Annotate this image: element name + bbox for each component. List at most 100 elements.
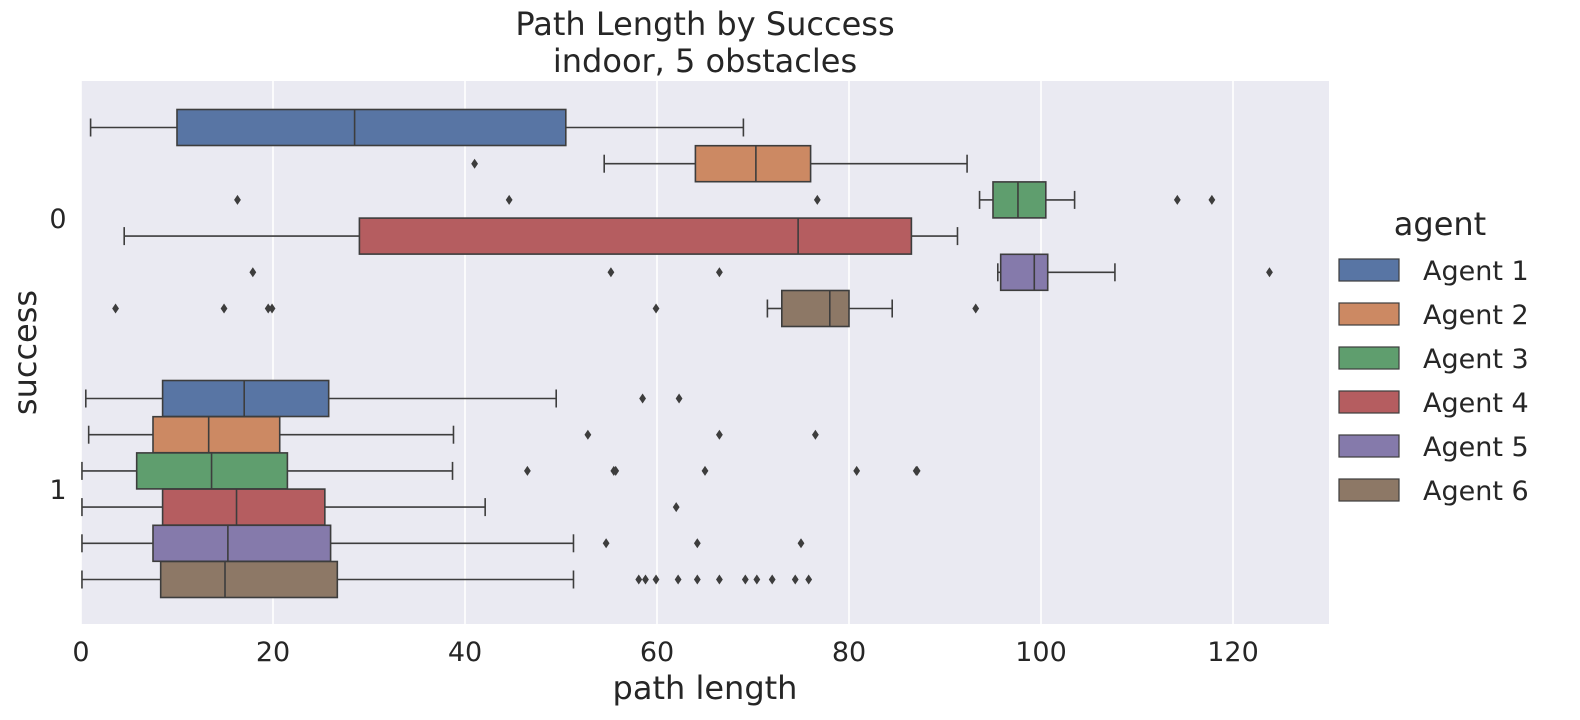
legend-item-agent-5: Agent 5 (1338, 432, 1529, 463)
outlier-point (675, 393, 683, 404)
legend: agent Agent 1 Agent 2 Agent 3 Agent 4 Agent … (1338, 205, 1529, 507)
outlier-point (768, 574, 776, 585)
box-agent-3-success-1 (81, 452, 921, 490)
legend-label: Agent 3 (1423, 344, 1529, 375)
outlier-point (791, 574, 799, 585)
box-iqr (992, 181, 1047, 219)
legend-label: Agent 4 (1423, 388, 1529, 419)
outlier-point (805, 574, 813, 585)
outlier-point (220, 303, 228, 314)
box-iqr (999, 253, 1049, 292)
outlier-point (753, 574, 761, 585)
grid-lines (80, 81, 1234, 624)
box-agent-2-success-1 (87, 415, 819, 454)
outlier-point (268, 303, 276, 314)
y-tick-label: 0 (49, 204, 66, 235)
outlier-point (249, 267, 257, 278)
box-plot-series (81, 108, 1273, 599)
box-iqr (780, 289, 850, 328)
box-agent-6-success-1 (81, 560, 813, 599)
x-axis-ticks: 0 20 40 60 80 100 120 (72, 637, 1258, 668)
y-axis-ticks: 01 (49, 204, 66, 506)
outlier-point (972, 303, 980, 314)
outlier-point (652, 303, 660, 314)
outlier-point (602, 538, 610, 549)
x-tick-label: 100 (1015, 637, 1067, 668)
box-iqr (152, 415, 281, 454)
outlier-point (607, 267, 615, 278)
legend-swatch (1338, 478, 1400, 502)
outlier-point (612, 465, 620, 476)
outlier-point (524, 465, 531, 476)
legend-title: agent (1394, 205, 1486, 243)
y-axis-label: success (6, 290, 44, 415)
box-iqr (176, 108, 567, 147)
outlier-point (853, 465, 861, 476)
x-tick-label: 20 (256, 637, 290, 668)
legend-item-agent-2: Agent 2 (1338, 300, 1529, 331)
outlier-point (741, 574, 749, 585)
box-iqr (161, 379, 330, 418)
box-iqr (694, 144, 812, 183)
legend-item-agent-4: Agent 4 (1338, 388, 1529, 419)
box-agent-6-success-0 (112, 289, 980, 328)
outlier-point (635, 574, 643, 585)
legend-label: Agent 1 (1423, 256, 1529, 287)
x-tick-label: 60 (640, 637, 674, 668)
outlier-point (234, 194, 241, 205)
chart-subtitle: indoor, 5 obstacles (553, 42, 857, 80)
outlier-point (913, 465, 921, 476)
box-iqr (358, 217, 913, 255)
legend-swatch (1338, 302, 1400, 326)
outlier-point (716, 267, 723, 278)
box-agent-5-success-0 (249, 253, 1273, 292)
outlier-point (701, 465, 709, 476)
box-agent-4-success-0 (123, 217, 959, 255)
legend-swatch (1338, 346, 1400, 370)
legend-item-agent-3: Agent 3 (1338, 344, 1529, 375)
outlier-point (112, 303, 119, 314)
legend-item-agent-1: Agent 1 (1338, 256, 1529, 287)
outlier-point (812, 429, 819, 440)
outlier-point (639, 393, 646, 404)
y-tick-label: 1 (49, 475, 66, 506)
outlier-point (584, 429, 592, 440)
legend-item-agent-6: Agent 6 (1338, 476, 1529, 507)
x-tick-label: 120 (1207, 637, 1259, 668)
box-iqr (159, 560, 339, 599)
box-agent-3-success-0 (234, 181, 1216, 219)
chart-title: Path Length by Success (515, 5, 894, 43)
outlier-point (642, 574, 649, 585)
outlier-point (505, 194, 513, 205)
legend-label: Agent 6 (1423, 476, 1529, 507)
outlier-point (471, 158, 478, 169)
box-iqr (152, 524, 332, 563)
legend-swatch (1338, 390, 1400, 414)
box-agent-1-success-0 (89, 108, 745, 147)
box-iqr (161, 488, 326, 526)
legend-label: Agent 2 (1423, 300, 1529, 331)
outlier-point (1266, 267, 1273, 278)
legend-label: Agent 5 (1423, 432, 1529, 463)
outlier-point (716, 429, 723, 440)
outlier-point (652, 574, 660, 585)
outlier-point (674, 574, 682, 585)
outlier-point (813, 194, 821, 205)
legend-swatch (1338, 434, 1400, 458)
box-agent-4-success-1 (81, 488, 680, 526)
outlier-point (693, 574, 701, 585)
box-agent-2-success-0 (471, 144, 968, 183)
outlier-point (693, 538, 701, 549)
outlier-point (797, 538, 805, 549)
outlier-point (1208, 194, 1216, 205)
outlier-point (264, 303, 272, 314)
x-tick-label: 0 (72, 637, 89, 668)
outlier-point (672, 502, 680, 513)
x-axis-label: path length (613, 669, 798, 707)
x-tick-label: 80 (832, 637, 866, 668)
x-tick-label: 40 (448, 637, 482, 668)
legend-swatch (1338, 258, 1400, 282)
outlier-point (716, 574, 723, 585)
